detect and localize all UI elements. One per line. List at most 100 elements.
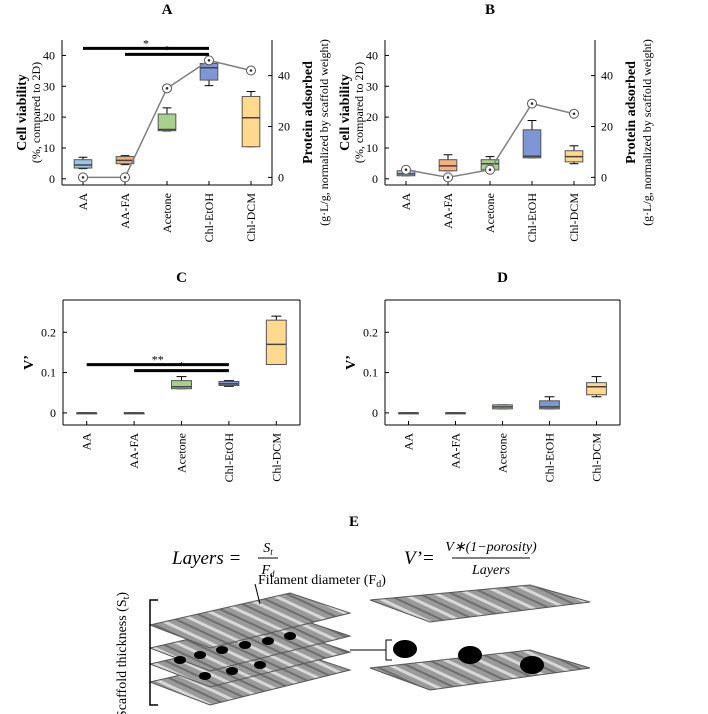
box (157, 113, 177, 132)
x-tick-label: Chl-DCM (269, 433, 283, 482)
layers-num-sub: t (270, 547, 273, 557)
y2-tick-label: 20 (601, 119, 613, 133)
x-tick-label: AA (399, 193, 413, 211)
x-tick-label: AA-FA (118, 193, 132, 229)
chart-title: C (176, 270, 187, 286)
thickness-sub: t (121, 596, 132, 599)
x-tick-label: AA (80, 433, 94, 451)
y2-axis-subtitle: (g·L/g, normalized by scaffold weight) (317, 39, 331, 226)
x-tick-label: Acetone (160, 193, 174, 233)
significance-label: * (179, 359, 185, 373)
v-lhs: V’= (404, 548, 435, 569)
y-tick-label: 0.2 (363, 325, 378, 339)
protein-marker-dot (81, 176, 85, 179)
x-tick-label: Chl-EtOH (543, 433, 557, 483)
y-tick-label: 0.2 (41, 325, 56, 339)
x-tick-label: Chl-DCM (567, 193, 581, 242)
y-tick-label: 30 (43, 79, 55, 93)
x-tick-label: Chl-EtOH (202, 193, 216, 243)
panel-e-drawing (148, 557, 591, 706)
x-tick-label: Acetone (483, 193, 497, 233)
protein-marker-dot (404, 168, 408, 172)
y-tick-label: 0 (372, 406, 378, 420)
x-tick-label: Chl-DCM (590, 433, 604, 482)
chart-title: B (485, 2, 495, 18)
v-num: V∗(1−porosity) (445, 540, 537, 555)
x-tick-label: Chl-EtOH (525, 193, 539, 243)
y-tick-label: 20 (366, 110, 378, 124)
x-tick-label: AA-FA (449, 433, 463, 469)
y-axis-title: Cell viability (15, 74, 30, 151)
box (522, 129, 542, 159)
protein-marker-dot (488, 168, 492, 172)
y2-axis-title: Protein adsorbed (301, 61, 316, 164)
x-tick-label: Acetone (496, 433, 510, 473)
y-tick-label: 0 (372, 172, 378, 186)
box (73, 159, 93, 169)
y-tick-label: 30 (366, 79, 378, 93)
y-axis-title: V’ (344, 355, 359, 370)
y-tick-label: 40 (43, 48, 55, 62)
filament-end: ) (381, 573, 386, 588)
layers-den-text: F (260, 563, 270, 578)
chart-title: D (497, 270, 508, 286)
significance-label: * (164, 42, 170, 56)
layers-lhs: Layers = (171, 548, 241, 569)
x-tick-label: AA-FA (127, 433, 141, 469)
y-tick-label: 40 (366, 48, 378, 62)
protein-marker-dot (249, 69, 253, 72)
x-tick-label: AA (402, 433, 416, 451)
y2-axis-subtitle: (g·L/g, normalized by scaffold weight) (640, 39, 654, 226)
filament-text: Filament diameter (F (258, 573, 376, 588)
thickness-text: Scaffold thickness (S (115, 599, 130, 714)
y-tick-label: 10 (366, 141, 378, 155)
protein-marker-dot (165, 87, 169, 90)
thickness-label: Scaffold thickness (St) (115, 592, 132, 714)
panel-title: E (349, 514, 359, 530)
protein-marker-dot (530, 102, 534, 105)
y2-axis-title: Protein adsorbed (624, 61, 639, 164)
protein-marker-dot (572, 112, 576, 116)
y-tick-label: 0.1 (363, 366, 378, 380)
x-tick-label: AA-FA (441, 193, 455, 229)
box (171, 380, 192, 390)
y-tick-label: 10 (43, 141, 55, 155)
y-axis-title: Cell viability (338, 74, 353, 151)
layers-den-sub: d (270, 569, 275, 579)
protein-marker-dot (446, 176, 450, 179)
layers-num: St (263, 541, 273, 557)
v-den: Layers (471, 563, 511, 578)
significance-label: * (143, 36, 149, 50)
x-tick-label: Acetone (175, 433, 189, 473)
y-axis-title: V’ (22, 355, 37, 370)
protein-marker-dot (207, 59, 211, 62)
y2-tick-label: 40 (278, 69, 290, 83)
y-tick-label: 20 (43, 110, 55, 124)
y2-tick-label: 40 (601, 69, 613, 83)
y2-tick-label: 0 (601, 170, 607, 184)
chart-title: A (162, 2, 173, 18)
layers-num-text: S (263, 541, 270, 556)
box (539, 400, 560, 410)
y-axis-subtitle: (%, compared to 2D) (352, 62, 366, 163)
box (199, 62, 219, 81)
protein-marker-dot (123, 176, 127, 179)
box (241, 95, 261, 148)
y-axis-subtitle: (%, compared to 2D) (29, 62, 43, 163)
box (265, 319, 287, 366)
y2-tick-label: 0 (278, 170, 284, 184)
thickness-end: ) (115, 592, 130, 597)
y2-tick-label: 20 (278, 119, 290, 133)
x-tick-label: Chl-DCM (244, 193, 258, 242)
x-tick-label: AA (76, 193, 90, 211)
y-tick-label: 0 (50, 406, 56, 420)
x-tick-label: Chl-EtOH (222, 433, 236, 483)
layers-den: Fd (260, 563, 275, 579)
y-tick-label: 0.1 (41, 366, 56, 380)
filament-label: Filament diameter (Fd) (258, 573, 386, 590)
y-tick-label: 0 (49, 172, 55, 186)
filament-sub: d (376, 579, 381, 590)
box (586, 382, 607, 396)
significance-label: ** (152, 353, 164, 367)
